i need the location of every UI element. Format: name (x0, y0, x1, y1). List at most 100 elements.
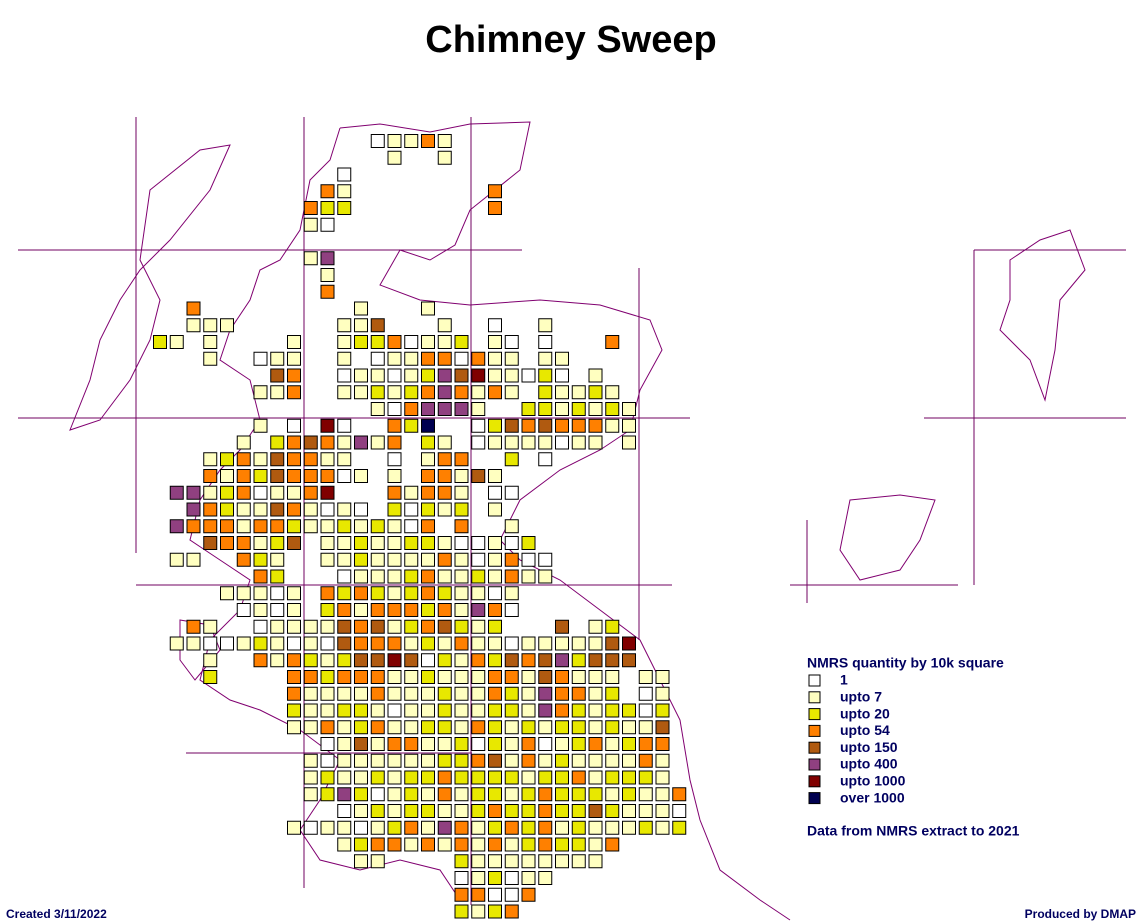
grid-square (421, 418, 435, 433)
grid-square (437, 686, 452, 701)
grid-square (605, 770, 620, 785)
grid-square (437, 402, 452, 416)
grid-square (303, 653, 318, 668)
grid-square (320, 636, 335, 651)
grid-square (672, 787, 687, 802)
grid-square (253, 385, 268, 400)
grid-square (370, 402, 385, 416)
grid-square (370, 586, 385, 601)
grid-square (337, 167, 352, 182)
grid-square (454, 686, 469, 701)
grid-square (437, 603, 452, 617)
grid-square (471, 402, 486, 416)
grid-square (521, 854, 536, 869)
grid-square (538, 452, 553, 467)
grid-square (404, 770, 419, 785)
legend-label: upto 20 (840, 705, 890, 721)
grid-square (488, 335, 502, 349)
grid-square (538, 418, 553, 433)
grid-square (521, 670, 536, 684)
grid-square (337, 184, 352, 199)
grid-square (454, 485, 469, 500)
grid-square (538, 770, 553, 785)
grid-square (605, 820, 620, 835)
grid-square (387, 519, 402, 534)
grid-square (655, 804, 670, 818)
grid-square (337, 820, 352, 835)
grid-square (421, 619, 435, 634)
grid-square (404, 351, 419, 366)
grid-square (404, 586, 419, 601)
grid-square (622, 636, 636, 651)
grid-square (287, 502, 301, 517)
grid-square (588, 418, 603, 433)
grid-square (555, 770, 569, 785)
grid-square (354, 385, 368, 400)
grid-square (303, 686, 318, 701)
legend-swatch (808, 758, 821, 771)
grid-square (370, 720, 385, 735)
grid-square (370, 804, 385, 818)
grid-square (538, 351, 553, 366)
legend-swatch (808, 792, 821, 805)
grid-square (337, 770, 352, 785)
grid-square (605, 385, 620, 400)
grid-square (404, 753, 419, 768)
grid-square (337, 318, 352, 333)
grid-square (538, 569, 553, 584)
grid-square (454, 536, 469, 550)
grid-square (287, 820, 301, 835)
grid-square (538, 737, 553, 751)
grid-square (153, 335, 167, 349)
grid-square (605, 686, 620, 701)
grid-square (354, 820, 368, 835)
grid-square (287, 351, 301, 366)
legend-label: over 1000 (840, 789, 905, 805)
grid-square (320, 770, 335, 785)
grid-square (471, 837, 486, 852)
grid-square (622, 435, 636, 450)
grid-square (622, 402, 636, 416)
grid-square (571, 753, 586, 768)
grid-square (387, 603, 402, 617)
grid-square (605, 402, 620, 416)
grid-square (454, 854, 469, 869)
grid-square (253, 586, 268, 601)
grid-square (337, 670, 352, 684)
grid-square (203, 335, 218, 349)
grid-square (622, 787, 636, 802)
grid-square (404, 134, 419, 148)
grid-square (571, 787, 586, 802)
grid-square (370, 686, 385, 701)
grid-square (588, 402, 603, 416)
grid-square (504, 335, 519, 349)
grid-square (287, 485, 301, 500)
grid-square (622, 703, 636, 718)
grid-square (387, 586, 402, 601)
grid-square (421, 335, 435, 349)
grid-square (387, 452, 402, 467)
grid-square (504, 435, 519, 450)
grid-square (270, 435, 285, 450)
grid-square (555, 619, 569, 634)
grid-square (287, 385, 301, 400)
grid-square (454, 804, 469, 818)
grid-square (454, 770, 469, 785)
grid-square (437, 150, 452, 165)
grid-square (588, 837, 603, 852)
grid-square (303, 703, 318, 718)
grid-square (437, 837, 452, 852)
grid-square (169, 636, 184, 651)
grid-square (588, 737, 603, 751)
grid-square (270, 519, 285, 534)
grid-square (303, 720, 318, 735)
grid-square (236, 586, 251, 601)
grid-square (320, 268, 335, 282)
grid-square (488, 351, 502, 366)
grid-square (220, 586, 234, 601)
note: Data from NMRS extract to 2021 (807, 823, 1020, 839)
grid-square (287, 335, 301, 349)
grid-square (387, 435, 402, 450)
grid-square (303, 519, 318, 534)
